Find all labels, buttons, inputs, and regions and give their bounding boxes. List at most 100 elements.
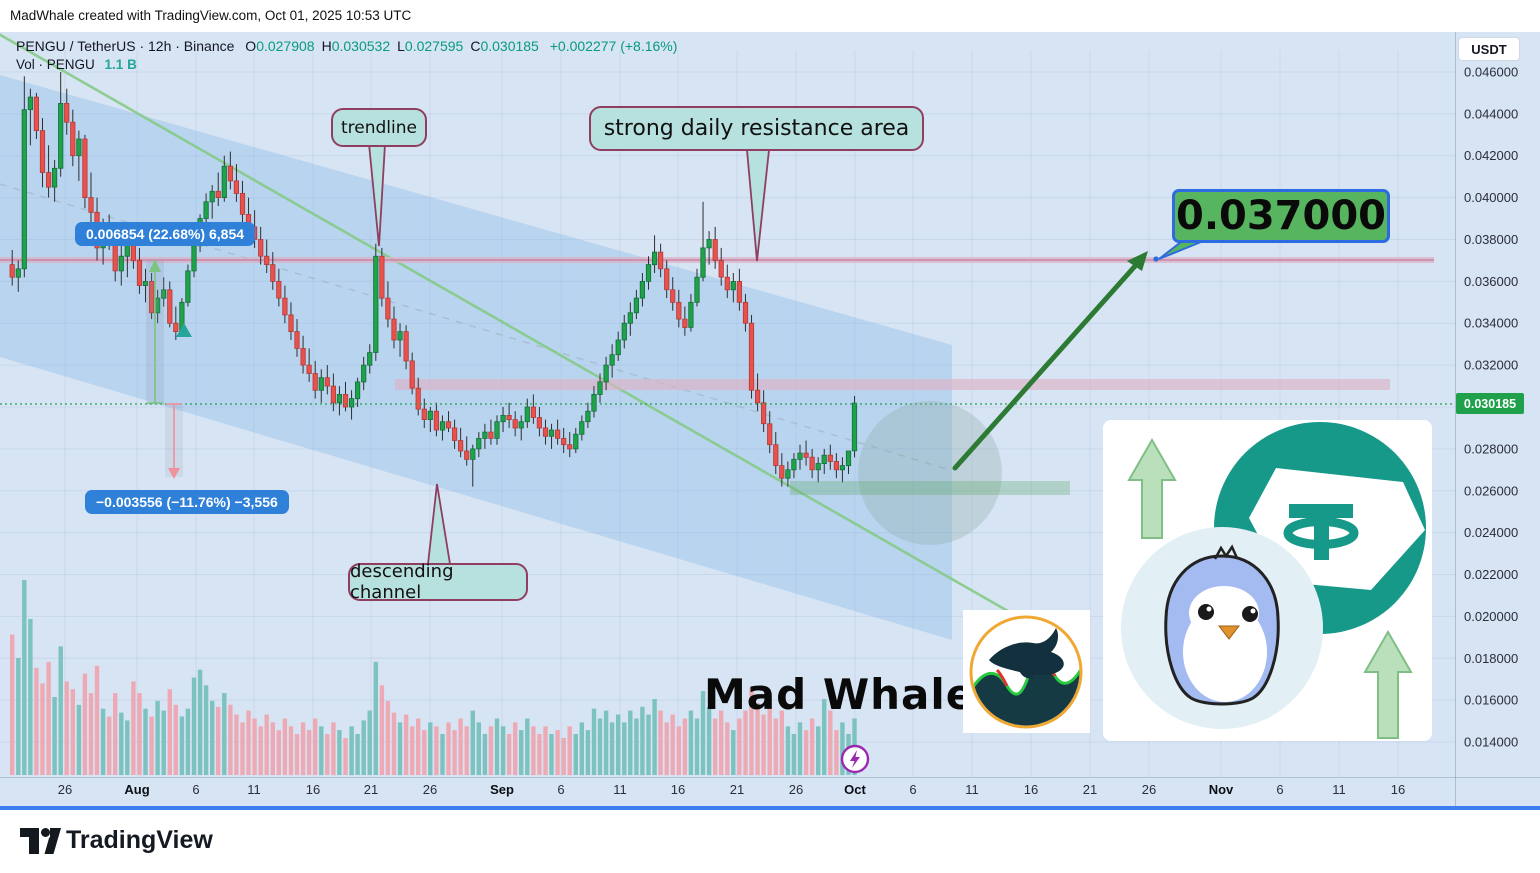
legend: PENGU / TetherUS · 12h · Binance O0.0279… (16, 38, 677, 72)
svg-text:6: 6 (1276, 782, 1283, 797)
svg-text:26: 26 (423, 782, 437, 797)
channel-callout[interactable]: descending channel (348, 561, 528, 603)
svg-text:0.040000: 0.040000 (1464, 190, 1518, 205)
ohlc-values: O0.027908 H0.030532 L0.027595 C0.030185 (238, 38, 539, 54)
watermark-label: Mad Whale (704, 670, 976, 719)
svg-text:11: 11 (965, 782, 979, 797)
svg-text:11: 11 (1332, 782, 1346, 797)
volume-label[interactable]: Vol · PENGU (16, 57, 95, 72)
svg-text:0.034000: 0.034000 (1464, 316, 1518, 331)
svg-text:21: 21 (1083, 782, 1097, 797)
svg-text:0.036000: 0.036000 (1464, 274, 1518, 289)
svg-text:0.028000: 0.028000 (1464, 441, 1518, 456)
tradingview-logo-icon[interactable] (20, 826, 64, 856)
change-value: +0.002277 (+8.16%) (549, 38, 678, 54)
svg-text:Nov: Nov (1209, 782, 1234, 797)
svg-text:0.018000: 0.018000 (1464, 651, 1518, 666)
measure-up-text: 0.006854 (22.68%) 6,854 (86, 226, 245, 242)
price-target-value: 0.037000 (1175, 193, 1387, 239)
svg-text:11: 11 (247, 782, 261, 797)
resistance-callout-label: strong daily resistance area (603, 116, 910, 141)
measure-down-tool[interactable] (165, 403, 183, 479)
channel-callout-tail (426, 483, 452, 565)
svg-text:Sep: Sep (490, 782, 514, 797)
svg-text:0.014000: 0.014000 (1464, 735, 1518, 750)
tradingview-brand-text[interactable]: TradingView (66, 826, 213, 854)
ohlc-value: 0.030532 (331, 38, 391, 54)
current-price-value: 0.030185 (1463, 396, 1517, 411)
svg-text:0.024000: 0.024000 (1464, 525, 1518, 540)
y-axis-labels[interactable]: 0.046000 0.044000 0.042000 0.040000 0.038000… (1464, 65, 1518, 750)
svg-text:16: 16 (1391, 782, 1405, 797)
svg-text:11: 11 (613, 782, 627, 797)
volume-layer (10, 580, 857, 776)
measure-down-text: −0.003556 (−11.76%) −3,556 (96, 494, 278, 510)
footer-bar: TradingView (0, 810, 1540, 873)
price-target-label[interactable]: 0.037000 (1172, 189, 1390, 243)
svg-text:16: 16 (671, 782, 685, 797)
ohlc-key: H (321, 38, 332, 54)
support-band[interactable] (790, 481, 1070, 495)
credit-text: MadWhale created with TradingView.com, O… (10, 8, 412, 23)
svg-text:0.032000: 0.032000 (1464, 358, 1518, 373)
up-arrow-icon (1363, 629, 1413, 739)
svg-text:21: 21 (364, 782, 378, 797)
svg-text:6: 6 (557, 782, 564, 797)
bottom-accent-bar (0, 806, 1540, 810)
svg-text:0.016000: 0.016000 (1464, 693, 1518, 708)
svg-text:0.046000: 0.046000 (1464, 65, 1518, 80)
channel-midline (0, 183, 951, 471)
chart-widget: 26 Aug 6 11 16 21 26 Sep 6 11 16 21 26 Oct 6 11 16 21 26 No… (0, 32, 1540, 810)
svg-text:0.044000: 0.044000 (1464, 106, 1518, 121)
up-arrow-icon (1127, 437, 1177, 539)
channel-shading[interactable] (0, 75, 952, 640)
trendline-line[interactable] (0, 32, 1021, 620)
svg-text:16: 16 (306, 782, 320, 797)
pengu-logo-icon (1121, 527, 1323, 729)
candles-layer (9, 72, 858, 487)
mad-whale-logo (963, 610, 1090, 733)
resistance-callout-tail (746, 149, 771, 262)
measure-down-label[interactable]: −0.003556 (−11.76%) −3,556 (85, 490, 289, 514)
measure-up-tool[interactable] (146, 259, 164, 405)
svg-text:21: 21 (730, 782, 744, 797)
x-axis-labels[interactable]: 26 Aug 6 11 16 21 26 Sep 6 11 16 21 26 Oct 6 11 16 21 26 No… (58, 782, 1405, 797)
instrument-event-badge[interactable] (840, 744, 870, 774)
buy-marker-triangle-icon[interactable] (176, 323, 192, 337)
ohlc-value: 0.027595 (404, 38, 464, 54)
legend-volume-row: Vol · PENGU 1.1 B (16, 57, 677, 72)
legend-symbol-row: PENGU / TetherUS · 12h · Binance O0.0279… (16, 38, 677, 54)
svg-text:6: 6 (909, 782, 916, 797)
trendline-callout[interactable]: trendline (331, 108, 427, 147)
resistance-callout[interactable]: strong daily resistance area (589, 106, 924, 151)
currency-label: USDT (1471, 41, 1507, 57)
ohlc-value: 0.030185 (480, 38, 539, 54)
ohlc-key: L (397, 38, 405, 54)
channel-callout-label: descending channel (350, 561, 454, 603)
credit-bar: MadWhale created with TradingView.com, O… (0, 0, 1540, 32)
ohlc-value: 0.027908 (256, 38, 315, 54)
svg-text:26: 26 (1142, 782, 1156, 797)
lightning-icon (850, 750, 860, 768)
svg-text:26: 26 (58, 782, 72, 797)
highlight-ellipse[interactable] (858, 401, 1002, 545)
measure-up-label[interactable]: 0.006854 (22.68%) 6,854 (75, 222, 256, 246)
svg-text:6: 6 (192, 782, 199, 797)
svg-text:16: 16 (1024, 782, 1038, 797)
svg-text:Aug: Aug (124, 782, 149, 797)
currency-toggle-button[interactable]: USDT (1458, 37, 1520, 61)
pengu-tether-card (1103, 420, 1432, 741)
projection-arrow[interactable] (952, 251, 1148, 471)
resistance-band-lower[interactable] (395, 379, 1390, 390)
whale-icon (969, 615, 1083, 729)
svg-text:0.038000: 0.038000 (1464, 232, 1518, 247)
volume-value: 1.1 B (104, 57, 137, 72)
svg-text:0.042000: 0.042000 (1464, 148, 1518, 163)
svg-text:Oct: Oct (844, 782, 866, 797)
current-price-badge[interactable]: 0.030185 (1456, 393, 1524, 414)
ohlc-key: C (470, 38, 481, 54)
ohlc-key: O (245, 38, 257, 54)
symbol-title[interactable]: PENGU / TetherUS · 12h · Binance (16, 38, 235, 54)
svg-text:26: 26 (789, 782, 803, 797)
